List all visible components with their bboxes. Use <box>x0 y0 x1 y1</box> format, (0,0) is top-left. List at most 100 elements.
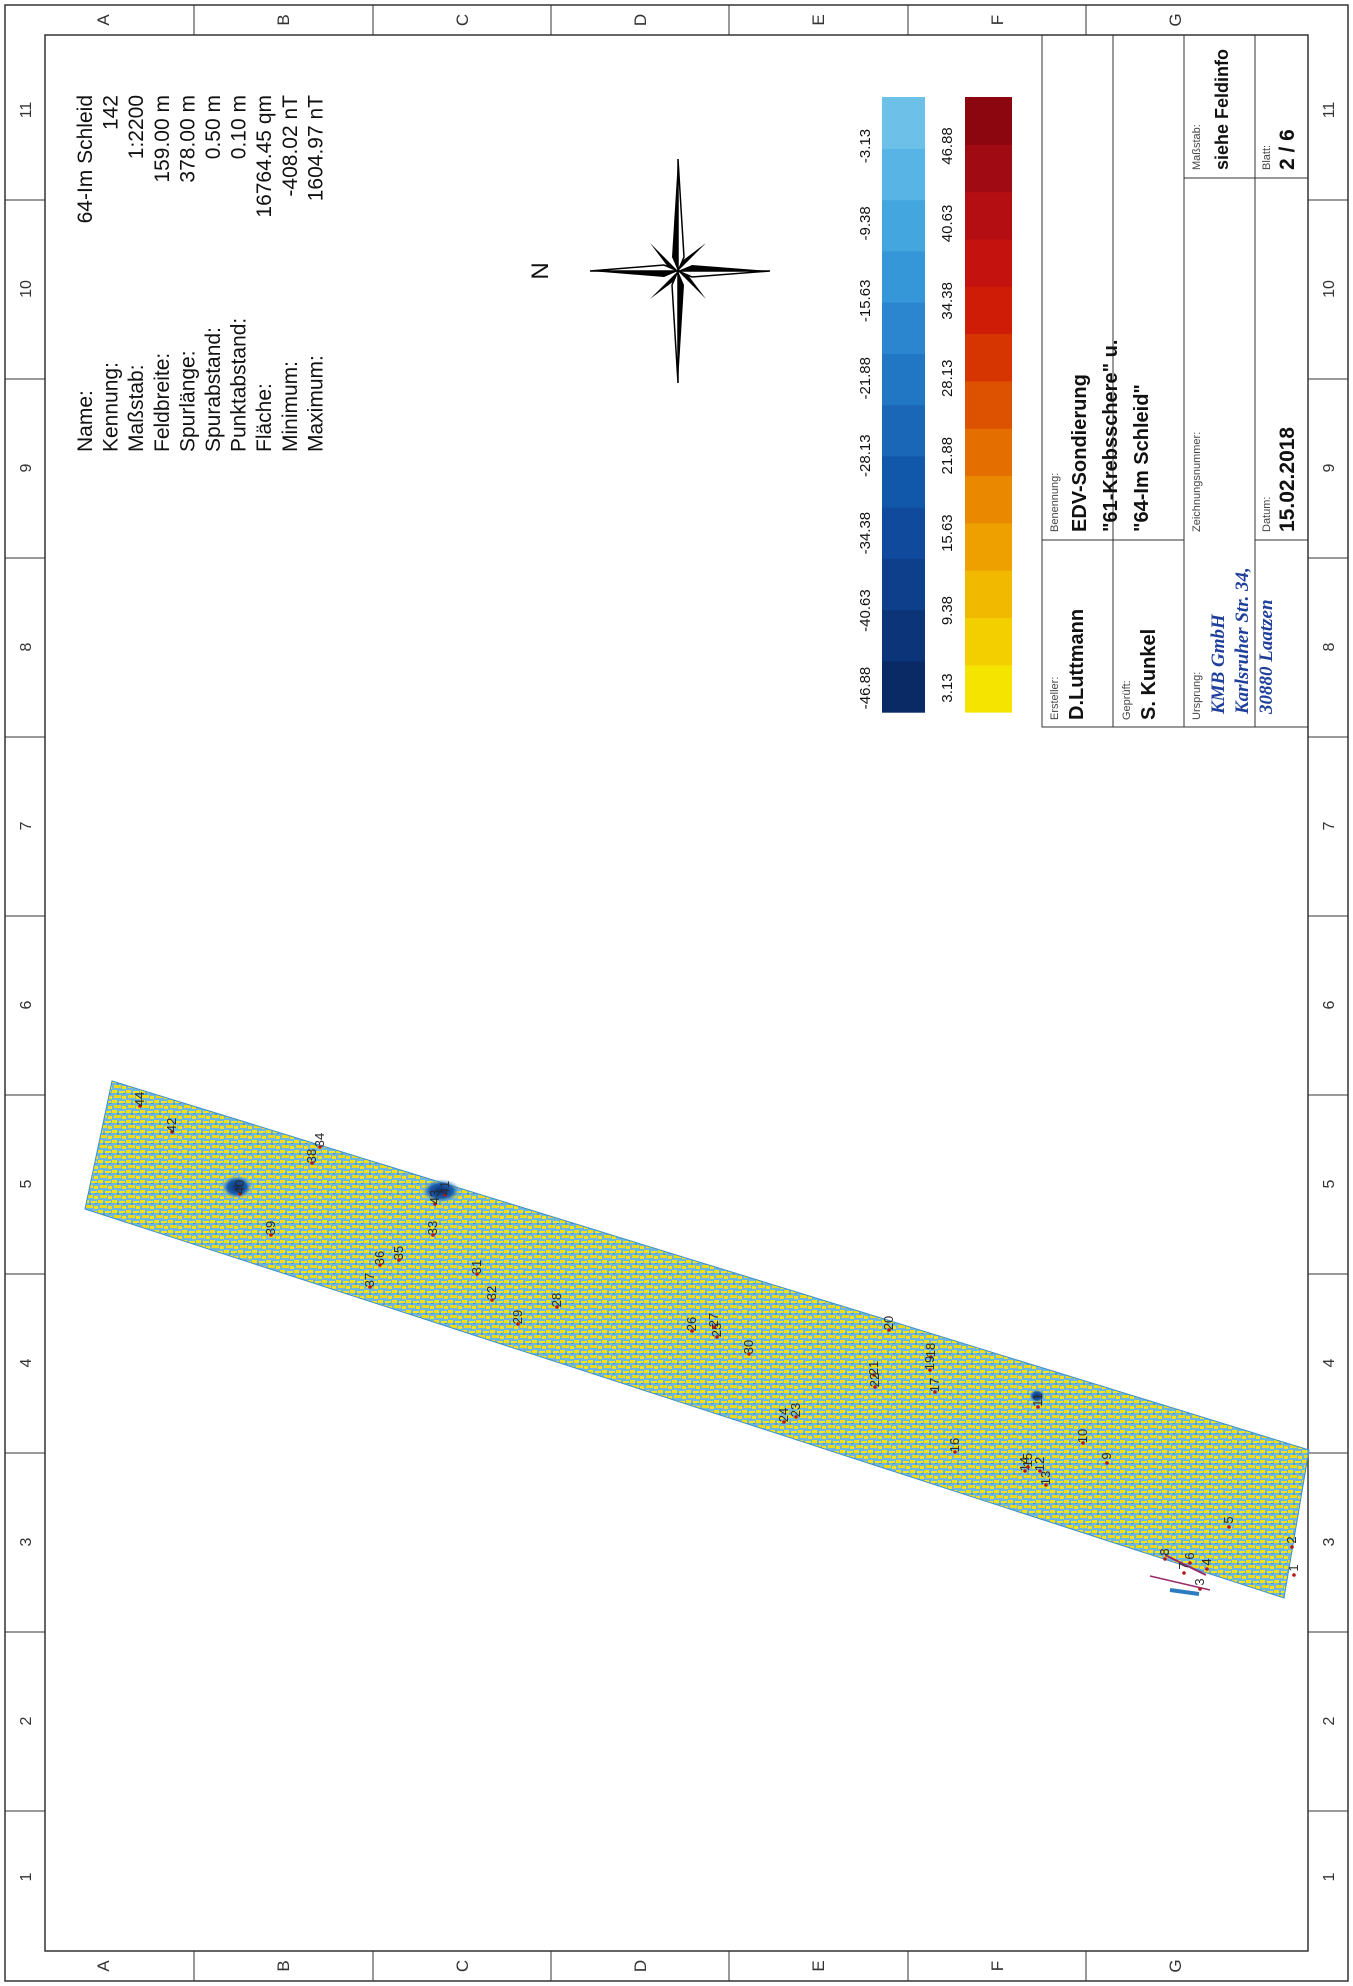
frame-col-label: 8 <box>1321 642 1338 651</box>
anomaly-point <box>1198 1587 1202 1591</box>
legend-swatch-negative <box>882 455 925 508</box>
anomaly-label: 44 <box>132 1092 147 1106</box>
legend-swatch-positive <box>965 286 1012 335</box>
anomaly-label: 8 <box>1157 1548 1172 1555</box>
massstab-value: siehe Feldinfo <box>1212 49 1232 170</box>
frame-col-label: 9 <box>18 463 35 472</box>
anomaly-label: 42 <box>164 1118 179 1132</box>
frame-col-label: 7 <box>18 821 35 830</box>
legend-swatch-negative <box>882 148 925 201</box>
legend-label-positive: 46.88 <box>939 127 956 165</box>
legend-swatch-negative <box>882 609 925 662</box>
anomaly-label: 11 <box>1030 1393 1045 1407</box>
legend-swatch-positive <box>965 144 1012 193</box>
datum-value: 15.02.2018 <box>1276 427 1299 532</box>
anomaly-label: 1 <box>1286 1564 1301 1571</box>
legend-label-negative: -9.38 <box>857 206 874 240</box>
field-info-label: Kennung: <box>100 362 123 452</box>
frame-col-label: 1 <box>18 1872 35 1881</box>
anomaly-point <box>782 1420 786 1424</box>
anomaly-label: 31 <box>469 1260 484 1274</box>
title-block-text: Ersteller: D.Luttmann Geprüft: S. Kunkel Ben… <box>1049 49 1299 720</box>
anomaly-label: 5 <box>1221 1516 1236 1523</box>
frame-row-label: D <box>631 14 650 26</box>
frame-row-label: B <box>274 14 293 25</box>
anomaly-point <box>516 1322 520 1326</box>
anomaly-point <box>1038 1469 1042 1473</box>
anomaly-label: 24 <box>776 1408 791 1422</box>
anomaly-label: 33 <box>425 1221 440 1235</box>
legend-label-positive: 9.38 <box>939 596 956 625</box>
anomaly-point <box>310 1161 314 1165</box>
anomaly-label: 10 <box>1075 1429 1090 1443</box>
anomaly-label: 9 <box>1099 1452 1114 1459</box>
anomaly-label: 2 <box>1284 1536 1299 1543</box>
frame-row-label: D <box>631 1960 650 1972</box>
anomaly-point <box>368 1285 372 1289</box>
anomaly-label: 4 <box>1199 1558 1214 1565</box>
ersteller-caption: Ersteller: <box>1049 677 1061 720</box>
legend-swatch-positive <box>965 522 1012 571</box>
benennung-line: "64-Im Schleid" <box>1131 384 1153 532</box>
frame-row-label: G <box>1166 1959 1185 1972</box>
field-info-label: Name: <box>74 390 97 452</box>
anomaly-point <box>431 1233 435 1237</box>
sheet-frame <box>4 4 1349 1982</box>
legend-label-positive: 15.63 <box>939 514 956 552</box>
frame-row-label: E <box>809 14 828 25</box>
field-info-label: Maßstab: <box>125 364 148 452</box>
anomaly-point <box>690 1329 694 1333</box>
frame-col-label: 5 <box>1321 1179 1338 1188</box>
anomaly-point <box>712 1325 716 1329</box>
anomaly-point <box>1105 1461 1109 1465</box>
frame-col-label: 6 <box>1321 1000 1338 1009</box>
anomaly-point <box>378 1263 382 1267</box>
field-info-value: -408.02 nT <box>279 95 302 197</box>
frame-col-label: 11 <box>1321 102 1338 119</box>
legend-swatch-negative <box>882 302 925 354</box>
legend-swatch-positive <box>965 570 1012 618</box>
anomaly-label: 13 <box>1038 1471 1053 1485</box>
field-info-value: 1604.97 nT <box>304 95 327 201</box>
field-info-value: 0.10 m <box>228 95 251 159</box>
benennung-line: "61-Krebsschere" u. <box>1100 340 1122 532</box>
frame-col-label: 1 <box>1321 1872 1338 1881</box>
frame-col-label: 2 <box>1321 1716 1338 1725</box>
anomaly-point <box>929 1355 933 1359</box>
anomaly-label: 34 <box>312 1133 327 1147</box>
anomaly-label: 39 <box>263 1221 278 1235</box>
legend-swatch-positive <box>965 475 1012 524</box>
anomaly-point <box>1036 1405 1040 1409</box>
legend-swatch-positive <box>965 664 1012 713</box>
legend-swatch-negative <box>882 507 925 559</box>
field-info-value: 378.00 m <box>176 95 199 183</box>
legend-label-positive: 3.13 <box>939 673 956 702</box>
anomaly-point <box>1182 1571 1186 1575</box>
anomaly-point <box>443 1193 447 1197</box>
frame-col-label: 11 <box>18 102 35 119</box>
frame-col-label: 7 <box>1321 821 1338 830</box>
frame-col-label: 3 <box>1321 1537 1338 1546</box>
frame-row-label: B <box>274 1960 293 1971</box>
anomaly-point <box>887 1328 891 1332</box>
legend-value-labels: -46.88 -40.63 -34.38 -28.13 -21.88 -15.63 -9.3… <box>857 127 956 709</box>
field-info-label: Punktabstand: <box>228 318 251 452</box>
field-info-block: Name: 64-Im Schleid Kennung: 142 Maßstab: 1:2… <box>74 95 327 452</box>
anomaly-point <box>1205 1567 1209 1571</box>
legend-swatch-negative <box>882 660 925 713</box>
north-label: N <box>527 262 554 279</box>
anomaly-point <box>1188 1561 1192 1565</box>
field-info-value: 1:2200 <box>125 95 148 159</box>
anomaly-point <box>490 1298 494 1302</box>
legend-swatch-positive <box>965 97 1012 145</box>
frame-col-label: 6 <box>18 1000 35 1009</box>
ersteller-value: D.Luttmann <box>1066 609 1088 720</box>
anomaly-point <box>138 1104 142 1108</box>
legend-label-negative: -21.88 <box>857 357 874 400</box>
legend-swatch-positive <box>965 428 1012 477</box>
legend-label-positive: 21.88 <box>939 437 956 475</box>
legend-label-negative: -15.63 <box>857 280 874 323</box>
anomaly-point <box>555 1305 559 1309</box>
